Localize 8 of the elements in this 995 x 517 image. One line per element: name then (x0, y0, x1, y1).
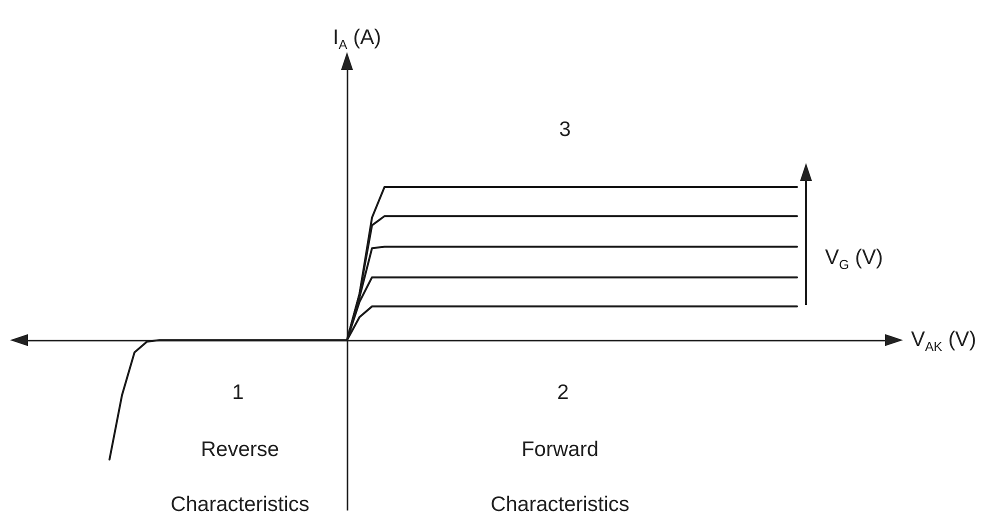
x-axis-title: V$_{AK}$ (V) (911, 328, 976, 354)
text: Forward Characteristics (490, 438, 630, 516)
text: I$_{A}$ (A) (332, 26, 382, 52)
text: Reverse Characteristics (170, 438, 310, 516)
annotation: 1 (232, 380, 244, 404)
annotation: 2 (557, 380, 569, 404)
annotation: V$_{G}$ (V) (825, 246, 883, 272)
text: 3 (559, 118, 571, 141)
